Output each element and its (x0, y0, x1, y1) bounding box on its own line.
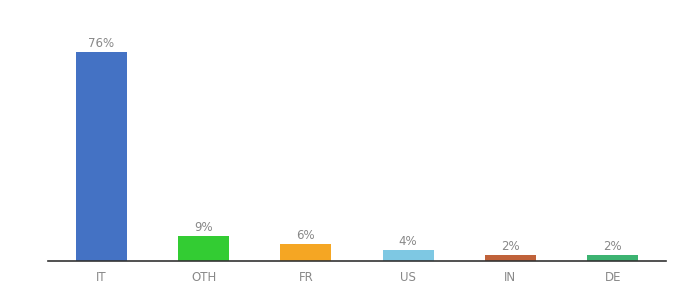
Bar (485, 256, 536, 261)
Text: 6%: 6% (296, 229, 315, 242)
Bar (587, 256, 639, 261)
Text: 4%: 4% (399, 235, 418, 248)
Text: 2%: 2% (603, 240, 622, 253)
Bar (280, 244, 331, 261)
Text: 76%: 76% (88, 37, 114, 50)
Bar (383, 250, 434, 261)
Text: 9%: 9% (194, 221, 213, 234)
Bar (178, 236, 229, 261)
Text: 2%: 2% (501, 240, 520, 253)
Bar (75, 52, 127, 261)
